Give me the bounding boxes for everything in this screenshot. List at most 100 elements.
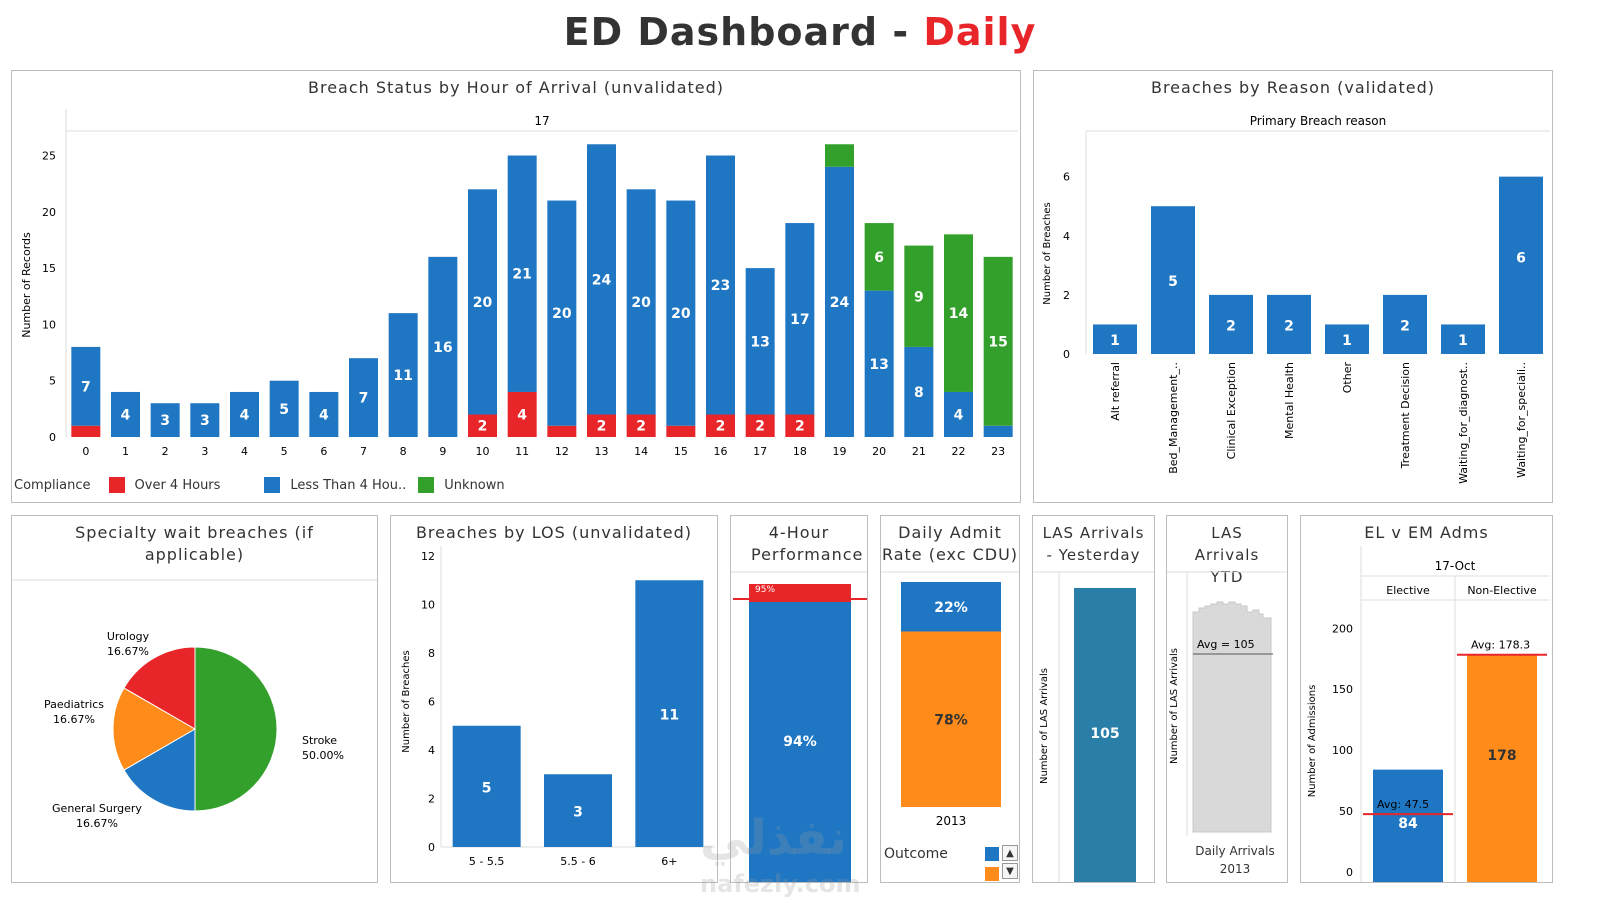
el-em-chart: 17-Oct Number of Admissions 0 50 100 150 200 El… — [1307, 546, 1549, 882]
el-em-title: EL v EM Adms — [1364, 523, 1489, 542]
bar-value-label: 7 — [81, 379, 91, 395]
specialty-title: Specialty wait breaches (if applicable) — [75, 523, 314, 564]
x-tick-label: 22 — [952, 445, 966, 458]
bar-blue — [547, 200, 577, 426]
bar-value-label: 3 — [200, 413, 210, 429]
reason-bar — [1093, 324, 1137, 354]
bar-blue — [626, 189, 656, 415]
bar-blue — [468, 189, 497, 415]
x-tick-label: 18 — [793, 445, 807, 458]
bar-green — [864, 223, 894, 291]
bar-green — [983, 256, 1013, 426]
y-axis-label: Number of Admissions — [1307, 685, 1318, 798]
y-tick-label: 0 — [1346, 866, 1353, 879]
bar-value-label: 2 — [597, 419, 607, 435]
y-tick-label: 2 — [428, 793, 435, 806]
bar-blue — [150, 403, 180, 437]
scroll-down-icon[interactable]: ▼ — [1002, 863, 1018, 879]
title-accent: Daily — [923, 10, 1037, 54]
reason-category-label: Clinical Exception — [1225, 362, 1238, 459]
y-tick-label: 4 — [428, 744, 435, 757]
bar-red — [507, 391, 537, 437]
admission-value-label: 178 — [1487, 748, 1516, 764]
y-tick-label: 4 — [1063, 230, 1070, 243]
header-label: 17-Oct — [1435, 559, 1476, 573]
bar-value-label: 7 — [359, 391, 369, 407]
avg-label: Avg = 105 — [1197, 638, 1255, 651]
admit-rate-chart: 22% 78% 2013 — [881, 571, 1019, 828]
legend-unknown: Unknown — [444, 477, 505, 493]
pie-slice-percent: 16.67% — [107, 645, 149, 658]
las-ytd-chart: Number of LAS Arrivals Avg = 105 — [1167, 571, 1287, 836]
bar-red — [626, 414, 656, 437]
las-ytd-footer: Daily Arrivals 2013 — [1195, 844, 1275, 876]
admit-value-label: 78% — [934, 712, 968, 728]
bar-red — [706, 414, 735, 437]
bar-blue — [71, 346, 101, 426]
breach-reason-title: Breaches by Reason (validated) — [1150, 78, 1436, 97]
las-ytd-area — [1192, 601, 1272, 833]
avg-label: Avg: 47.5 — [1377, 798, 1429, 811]
x-tick-label: 23 — [991, 445, 1005, 458]
y-tick-label: 0 — [49, 431, 56, 444]
x-tick-label: 6+ — [661, 855, 677, 868]
target-label: 95% — [755, 585, 775, 595]
bar-blue — [745, 268, 775, 415]
y-tick-label: 25 — [42, 150, 56, 163]
bar-value-label: 16 — [433, 340, 452, 356]
pie-slice-label: Stroke — [302, 734, 337, 747]
bar-value-label: 17 — [790, 312, 809, 328]
reason-bar — [1151, 206, 1195, 354]
x-tick-label: 12 — [555, 445, 569, 458]
bar-blue — [349, 358, 378, 437]
bar-blue — [706, 155, 735, 415]
pie-slice — [194, 646, 278, 812]
bar-blue — [587, 144, 616, 415]
reason-value-label: 1 — [1110, 333, 1120, 349]
breach-status-title: Breach Status by Hour of Arrival (unvali… — [307, 78, 725, 97]
x-tick-label: 13 — [595, 445, 609, 458]
x-tick-label: 7 — [360, 445, 367, 458]
legend-swatch-unknown — [418, 477, 435, 493]
header-label: 17 — [534, 114, 549, 128]
x-tick-label: 8 — [400, 445, 407, 458]
y-axis-label: Number of Breaches — [1042, 202, 1053, 304]
watermark: نفذلي — [700, 810, 847, 866]
reason-category-label: Alt referral — [1109, 362, 1122, 421]
los-bar — [635, 580, 704, 847]
outcome-swatch-orange — [985, 867, 999, 881]
compliance-legend: Compliance Over 4 Hours Less Than 4 Hou.… — [14, 477, 505, 493]
y-tick-label: 10 — [42, 318, 56, 331]
bar-red — [71, 425, 101, 437]
bar-blue — [269, 380, 299, 437]
category-label: Non-Elective — [1467, 584, 1537, 597]
performance-panel: 4-Hour Performance 95% 94% — [730, 515, 868, 883]
bar-value-label: 2 — [478, 419, 488, 435]
x-tick-label: 5 - 5.5 — [469, 855, 504, 868]
reason-category-label: Other — [1341, 362, 1354, 394]
bar-value-label: 9 — [914, 289, 924, 305]
x-tick-label: 5.5 - 6 — [560, 855, 595, 868]
legend-title: Compliance — [14, 477, 91, 493]
bar-blue — [428, 256, 458, 437]
admission-bar — [1373, 769, 1443, 882]
bar-value-label: 20 — [631, 295, 651, 311]
x-tick-label: 17 — [753, 445, 767, 458]
legend-swatch-less — [264, 477, 281, 493]
reason-category-label: Waiting_for_speciali.. — [1515, 362, 1528, 478]
las-yesterday-value-label: 105 — [1090, 726, 1119, 742]
bar-value-label: 13 — [869, 357, 888, 373]
bar-value-label: 2 — [755, 419, 765, 435]
legend-less: Less Than 4 Hou.. — [290, 477, 407, 493]
pie-slice — [123, 728, 196, 812]
reason-value-label: 1 — [1458, 333, 1468, 349]
subtitle: Primary Breach reason — [1250, 114, 1386, 128]
x-tick-label: 11 — [515, 445, 529, 458]
y-tick-label: 6 — [428, 696, 435, 709]
scroll-up-icon[interactable]: ▲ — [1002, 845, 1018, 861]
bar-red — [547, 425, 577, 437]
bar-value-label: 2 — [636, 419, 646, 435]
reason-value-label: 5 — [1168, 274, 1178, 290]
las-yesterday-title: LAS Arrivals - Yesterday — [1042, 524, 1145, 564]
los-panel: Breaches by LOS (unvalidated) Number of … — [390, 515, 718, 883]
